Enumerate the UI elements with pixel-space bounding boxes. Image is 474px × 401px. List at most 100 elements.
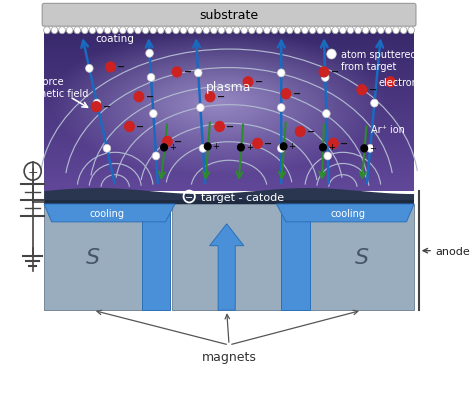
Text: −: −: [185, 192, 193, 202]
Circle shape: [377, 28, 384, 34]
Text: −: −: [264, 138, 272, 148]
Text: −: −: [183, 67, 191, 77]
Text: cooling: cooling: [90, 209, 125, 219]
Circle shape: [104, 28, 111, 34]
Circle shape: [355, 28, 361, 34]
Polygon shape: [44, 205, 175, 222]
Text: line of force
of magnetic field: line of force of magnetic field: [6, 77, 89, 99]
Circle shape: [248, 28, 255, 34]
Bar: [172, 205, 281, 310]
Circle shape: [74, 28, 81, 34]
Text: el. field: el. field: [420, 117, 456, 127]
Circle shape: [66, 28, 73, 34]
Text: cooling: cooling: [330, 209, 365, 219]
Circle shape: [277, 104, 285, 112]
Circle shape: [286, 28, 293, 34]
Text: anode: anode: [435, 246, 470, 256]
Circle shape: [44, 28, 50, 34]
Circle shape: [127, 28, 134, 34]
Circle shape: [277, 70, 285, 78]
Circle shape: [89, 28, 96, 34]
Circle shape: [241, 28, 247, 34]
Circle shape: [97, 28, 103, 34]
Text: −: −: [340, 138, 348, 148]
Text: +: +: [369, 144, 376, 152]
Circle shape: [347, 28, 354, 34]
Bar: [281, 205, 310, 310]
Text: magnets: magnets: [201, 350, 256, 363]
Circle shape: [173, 28, 179, 34]
Circle shape: [146, 50, 154, 58]
Circle shape: [264, 28, 270, 34]
Circle shape: [152, 152, 160, 160]
Polygon shape: [276, 205, 414, 222]
Text: −: −: [307, 126, 315, 136]
Circle shape: [163, 137, 172, 147]
Text: +: +: [212, 142, 219, 150]
Bar: [44, 205, 142, 310]
Circle shape: [357, 85, 366, 95]
Circle shape: [295, 127, 305, 137]
Circle shape: [271, 28, 278, 34]
Circle shape: [157, 28, 164, 34]
Circle shape: [165, 28, 172, 34]
Circle shape: [59, 28, 65, 34]
Circle shape: [188, 28, 194, 34]
Circle shape: [385, 78, 395, 87]
Circle shape: [195, 28, 202, 34]
Circle shape: [317, 28, 323, 34]
Text: S: S: [355, 247, 369, 267]
Text: −: −: [330, 67, 339, 77]
Circle shape: [51, 28, 58, 34]
Circle shape: [324, 152, 331, 160]
Text: electron: electron: [379, 78, 419, 87]
Text: +: +: [169, 142, 176, 152]
Circle shape: [319, 144, 326, 152]
Circle shape: [112, 28, 118, 34]
Circle shape: [82, 28, 88, 34]
Circle shape: [366, 145, 374, 153]
Circle shape: [281, 89, 291, 99]
Circle shape: [125, 122, 134, 132]
Circle shape: [371, 100, 378, 108]
FancyBboxPatch shape: [42, 4, 416, 27]
Circle shape: [150, 28, 156, 34]
Text: −: −: [226, 121, 234, 131]
Text: target - catode: target - catode: [201, 192, 284, 202]
Circle shape: [161, 144, 167, 152]
Text: −: −: [368, 85, 377, 95]
Text: +: +: [246, 142, 253, 152]
Circle shape: [319, 68, 328, 78]
Circle shape: [134, 93, 144, 102]
Circle shape: [408, 28, 415, 34]
Text: coating: coating: [96, 34, 135, 44]
Circle shape: [204, 144, 211, 150]
Circle shape: [280, 144, 287, 150]
Circle shape: [203, 28, 210, 34]
Circle shape: [400, 28, 407, 34]
Text: −: −: [255, 77, 263, 87]
Bar: [44, 200, 414, 205]
Circle shape: [370, 28, 376, 34]
Text: substrate: substrate: [200, 9, 259, 22]
Circle shape: [197, 104, 204, 112]
Circle shape: [277, 145, 285, 153]
Circle shape: [147, 74, 155, 82]
Circle shape: [253, 139, 262, 149]
Circle shape: [226, 28, 232, 34]
Circle shape: [309, 28, 316, 34]
Circle shape: [142, 28, 149, 34]
Bar: [142, 205, 170, 310]
Circle shape: [210, 28, 217, 34]
Circle shape: [362, 28, 369, 34]
Text: +: +: [328, 142, 335, 152]
Circle shape: [339, 28, 346, 34]
Circle shape: [361, 146, 367, 152]
Circle shape: [85, 65, 93, 73]
Circle shape: [150, 110, 157, 118]
Text: −: −: [397, 77, 405, 87]
FancyArrow shape: [210, 224, 244, 310]
Polygon shape: [44, 188, 414, 205]
Circle shape: [91, 102, 101, 112]
Text: Ar⁺ ion: Ar⁺ ion: [371, 125, 405, 135]
